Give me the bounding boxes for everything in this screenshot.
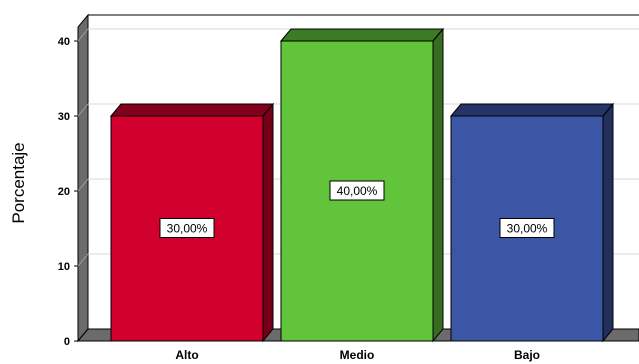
bar-alto: 30,00% xyxy=(109,102,275,343)
data-label: 40,00% xyxy=(337,184,378,198)
data-label-box xyxy=(159,218,215,238)
x-category-labels: Alto Medio Bajo xyxy=(175,348,540,362)
bar-side xyxy=(432,27,444,343)
y-axis-label: Porcentaje xyxy=(9,142,28,223)
data-label-box xyxy=(499,218,555,238)
gridline-side xyxy=(77,28,89,42)
data-label-box xyxy=(329,180,385,201)
bar-top xyxy=(449,103,615,117)
bar-bajo: 30,00% xyxy=(449,102,615,343)
y-tick-labels: 0 10 20 30 40 xyxy=(58,36,78,348)
gridline-side xyxy=(77,103,89,117)
side-wall xyxy=(77,13,89,343)
y-tick-label: 20 xyxy=(58,186,70,198)
bars-group: 30,00% 40,00% 30,00% xyxy=(109,27,615,343)
x-category-label: Bajo xyxy=(514,348,540,362)
data-label: 30,00% xyxy=(167,222,208,236)
data-label: 30,00% xyxy=(507,222,548,236)
y-tick-label: 40 xyxy=(58,36,70,48)
bar-medio: 40,00% xyxy=(279,27,445,343)
bar-top xyxy=(109,103,275,117)
bar-side xyxy=(602,102,614,343)
gridline-side xyxy=(77,253,89,267)
y-tick-label: 30 xyxy=(58,111,70,123)
gridline-side xyxy=(77,178,89,192)
bar-side xyxy=(262,102,274,343)
x-category-label: Alto xyxy=(175,348,198,362)
y-tick-label: 0 xyxy=(64,336,70,348)
bar-top xyxy=(279,28,445,42)
x-category-label: Medio xyxy=(340,348,375,362)
y-tick-label: 10 xyxy=(58,261,70,273)
